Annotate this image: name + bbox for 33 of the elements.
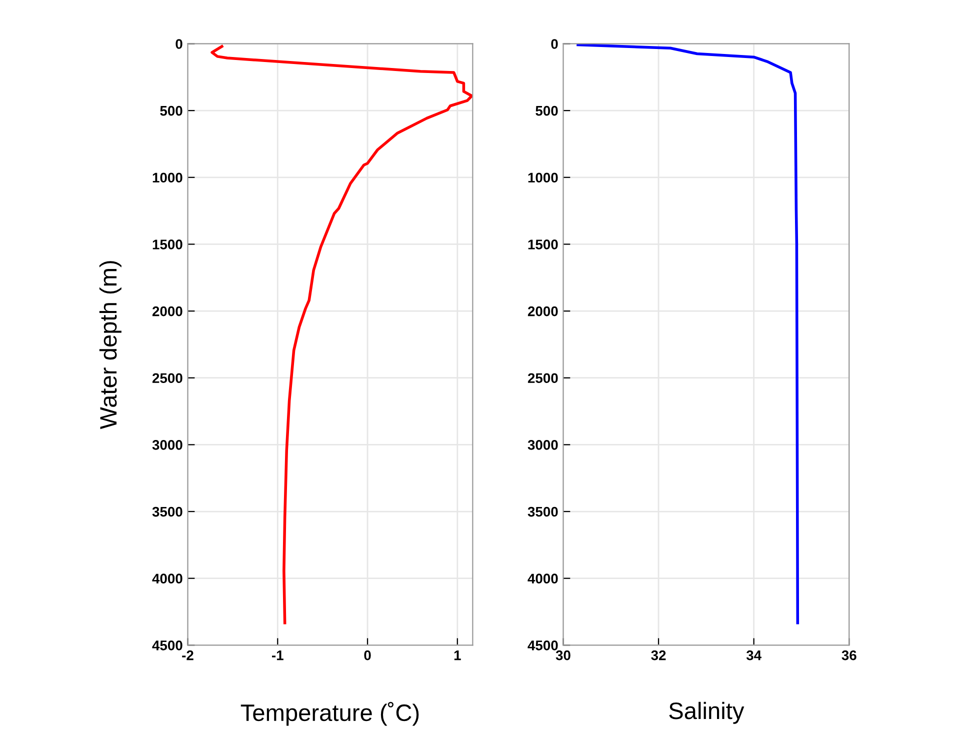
y-tick-label: 500 <box>536 106 558 116</box>
x-tick-label: -2 <box>182 650 194 660</box>
y-tick-label: 2000 <box>152 306 182 316</box>
y-tick-label: 1000 <box>528 172 558 183</box>
line-series <box>210 45 473 624</box>
x-tick-label: 32 <box>651 650 666 660</box>
y-tick-label: 4000 <box>152 574 182 584</box>
y-tick-label: 2500 <box>528 373 558 384</box>
x-tick-label: 34 <box>746 650 762 660</box>
x-tick-label: 36 <box>842 650 856 660</box>
x-axis-title: Temperature (˚C) <box>240 702 419 726</box>
y-tick-label: 3500 <box>152 506 182 517</box>
x-axis-title: Salinity <box>669 702 744 724</box>
y-tick-label: 4000 <box>528 574 558 584</box>
y-tick-label: 1500 <box>528 240 558 250</box>
y-tick-label: 4500 <box>152 640 182 650</box>
y-tick-label: 500 <box>160 106 182 116</box>
y-tick-label: 0 <box>551 39 558 49</box>
y-tick-label: 0 <box>176 39 182 49</box>
y-tick-label: 1000 <box>152 172 182 183</box>
x-tick-label: 30 <box>556 650 570 660</box>
y-tick-label: 3000 <box>528 440 558 450</box>
y-tick-label: 4500 <box>528 640 558 650</box>
y-tick-label: 3000 <box>152 440 182 450</box>
y-tick-label: 1500 <box>152 240 182 250</box>
x-tick-label: 1 <box>454 650 461 660</box>
y-tick-label: 2000 <box>528 306 558 316</box>
x-tick-label: -1 <box>272 650 284 660</box>
line-series <box>576 44 800 624</box>
y-tick-label: 2500 <box>152 373 182 384</box>
y-tick-label: 3500 <box>528 506 558 517</box>
x-tick-label: 0 <box>364 650 371 660</box>
y-axis-title: Water depth (m) <box>99 261 122 430</box>
